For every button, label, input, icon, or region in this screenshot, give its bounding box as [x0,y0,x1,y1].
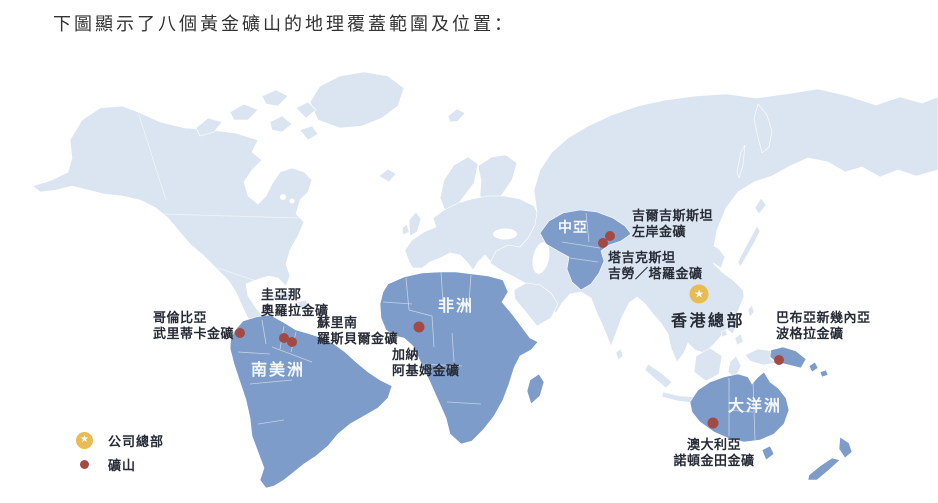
mine-dot-zuoan [605,231,615,241]
great-britain [408,211,422,237]
solomon-islands [819,369,829,378]
mine-country: 加納 [392,348,420,363]
region-label-africa: 非洲 [438,296,475,315]
mine-country: 蘇里南 [317,316,358,331]
arctic-islands [195,89,319,141]
mine-country: 巴布亞新幾內亞 [776,311,871,326]
legend: ★ 公司總部 礦山 [75,428,164,476]
mine-country: 吉爾吉斯斯坦 [632,209,714,224]
sri-lanka [615,348,624,361]
mine-name: 奧羅拉金礦 [261,304,329,319]
mine-label-aurora: 圭亞那 奧羅拉金礦 [261,288,329,320]
mine-label-jilau-taror: 塔吉克斯坦 吉勞／塔羅金礦 [608,251,703,283]
ireland [401,223,410,236]
mine-country: 塔吉克斯坦 [608,251,676,266]
svalbard [447,108,466,123]
legend-row-mine: 礦山 [75,452,164,476]
mine-name: 諾頓金田金礦 [673,454,755,469]
mine-dot-jilau-taror [598,238,608,248]
philippines-north [726,310,738,335]
iceland [378,168,397,183]
mine-label-akyem: 加納 阿基姆金礦 [392,348,460,380]
mine-label-porgera: 巴布亞新幾內亞 波格拉金礦 [776,311,871,343]
mine-dot-aurora [279,333,289,343]
asia-mainland [489,88,938,363]
region-label-oceania: 大洋洲 [728,396,783,415]
central-asia [539,209,632,291]
mine-name: 吉勞／塔羅金礦 [608,267,703,282]
hispaniola [297,299,309,309]
region-label-south-america: 南美洲 [251,360,306,379]
arabia [513,282,559,327]
legend-row-hq: ★ 公司總部 [75,428,164,452]
new-guinea-west [744,348,777,366]
png-islands [808,361,819,373]
legend-hq-label: 公司總部 [108,434,165,450]
mine-label-norton: 澳大利亞 諾頓金田金礦 [668,438,760,470]
mine-label-zuoan: 吉爾吉斯斯坦 左岸金礦 [632,209,713,241]
greenland [309,71,405,129]
finland [477,154,518,209]
mine-name: 武里蒂卡金礦 [153,327,235,342]
mine-label-rosebel: 蘇里南 羅斯貝爾金礦 [317,316,398,348]
region-label-central-asia: 中亞 [558,220,588,236]
tasmania [761,445,775,461]
hainan [720,329,728,338]
cuba [271,291,295,302]
mine-label-buritica: 哥倫比亞 武里蒂卡金礦 [153,311,234,343]
mine-dot-norton [707,417,719,429]
hq-marker: ★ [689,284,709,304]
inland-seas [280,194,550,274]
sulawesi [727,355,742,379]
black-sea [493,228,517,240]
japan-honshu [737,225,761,268]
sumatra [644,363,673,389]
landmass-light [32,71,938,415]
mine-name: 左岸金礦 [632,225,687,240]
new-zealand-north [838,436,853,459]
mine-name: 波格拉金礦 [776,327,844,342]
mine-dot-rosebel [287,337,297,347]
great-lake-2 [289,198,295,204]
hq-star-legend-icon: ★ [76,431,93,449]
mine-dot-buritica [235,328,245,338]
north-america [32,105,313,325]
sakhalin [736,144,746,179]
star-icon: ★ [694,287,704,301]
madagascar [526,373,545,405]
hq-label: 香港總部 [671,311,746,330]
kamchatka [753,103,773,154]
mine-name: 阿基姆金礦 [392,364,460,379]
taiwan [747,304,755,318]
mine-dot-legend-icon [80,459,89,469]
philippines-south [734,333,744,346]
japan-hokkaido [754,197,767,215]
borneo [693,347,723,382]
figure-title: 下圖顯示了八個黃金礦山的地理覆蓋範圍及位置： [53,14,515,35]
mine-dot-porgera [774,355,784,365]
legend-mine-label: 礦山 [108,458,137,474]
new-zealand-south [807,457,841,481]
country-borders [137,111,756,441]
south-america [229,314,393,489]
caspian-sea [532,242,550,274]
mine-name: 羅斯貝爾金礦 [317,332,399,347]
mine-country: 哥倫比亞 [153,311,208,326]
mine-country: 澳大利亞 [686,438,741,453]
new-guinea-png [769,346,807,369]
africa [379,271,539,445]
mine-country: 圭亞那 [261,288,302,303]
mine-dot-akyem [413,321,425,333]
great-lake-1 [280,194,286,200]
